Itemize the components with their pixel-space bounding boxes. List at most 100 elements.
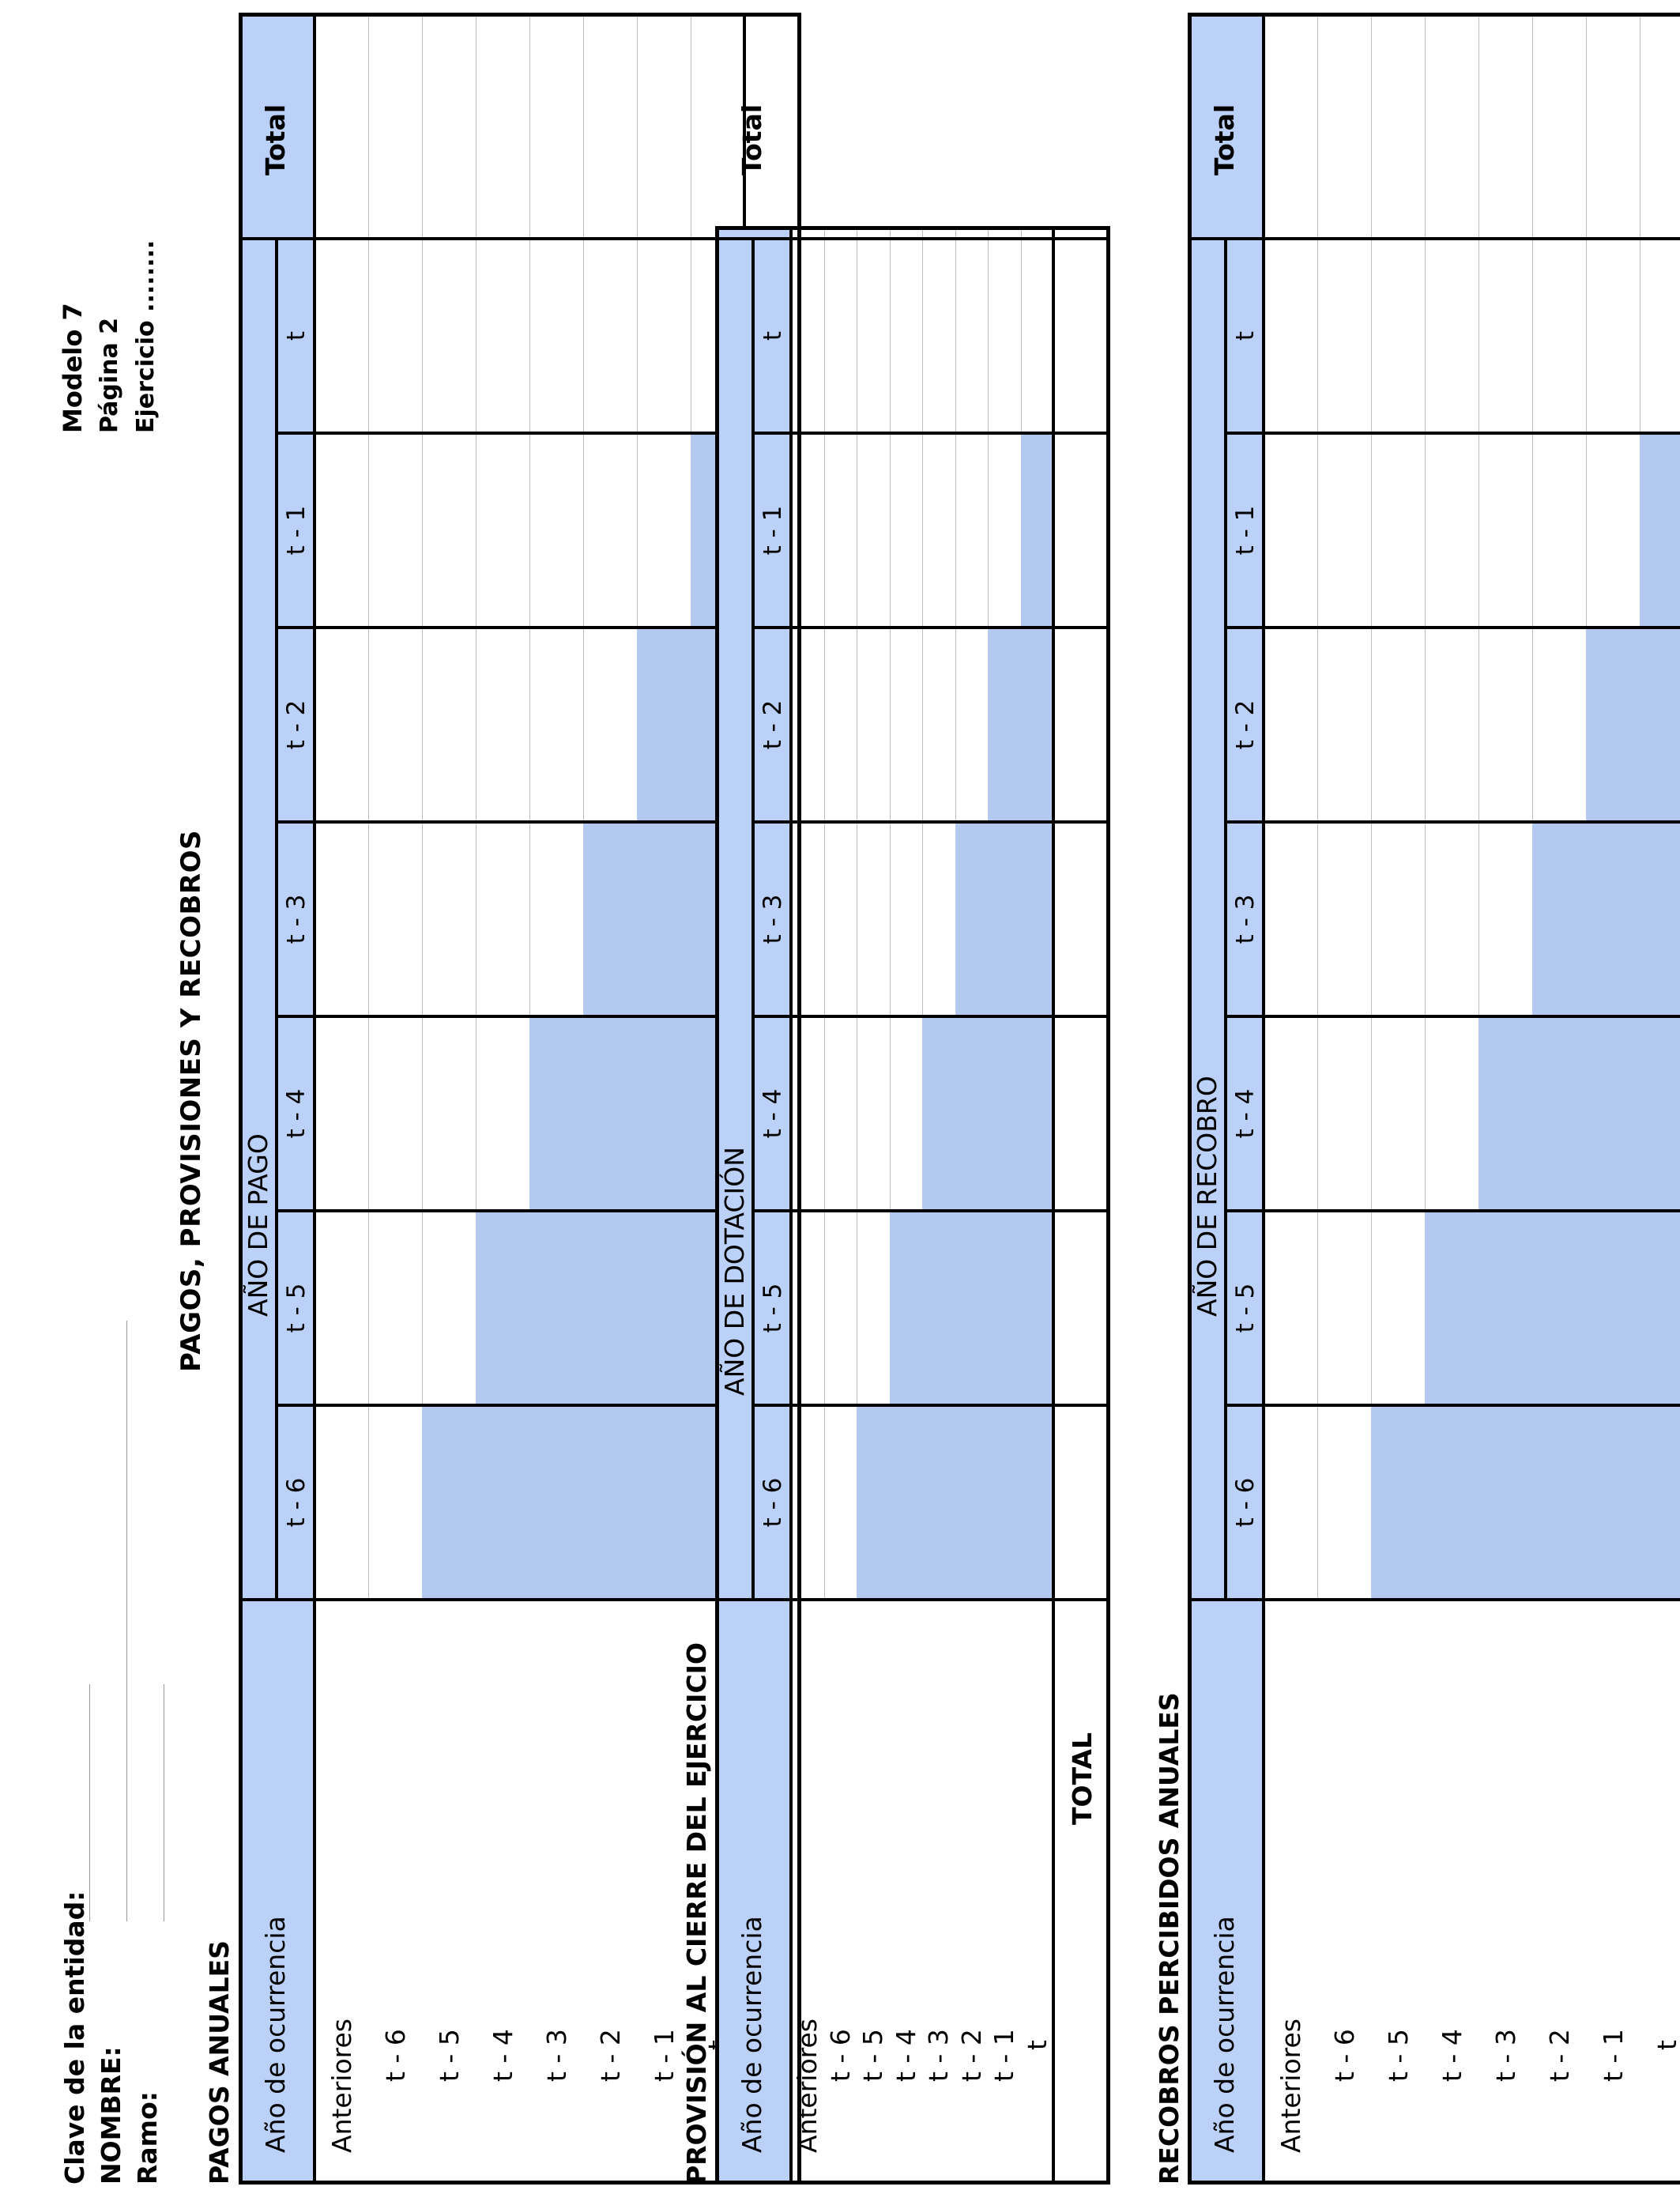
value-cell[interactable] bbox=[923, 630, 955, 820]
value-cell[interactable] bbox=[989, 228, 1020, 236]
value-cell[interactable] bbox=[792, 1408, 823, 1597]
value-cell[interactable] bbox=[792, 241, 823, 431]
value-cell[interactable] bbox=[891, 630, 922, 820]
value-cell[interactable] bbox=[1372, 630, 1424, 820]
total-cell[interactable] bbox=[1056, 1213, 1106, 1403]
value-cell[interactable] bbox=[956, 241, 988, 431]
value-cell[interactable] bbox=[792, 228, 823, 236]
value-cell[interactable] bbox=[989, 241, 1020, 431]
value-cell[interactable] bbox=[792, 435, 823, 625]
value-cell[interactable] bbox=[923, 241, 955, 431]
value-cell[interactable] bbox=[1318, 1213, 1370, 1403]
value-cell[interactable] bbox=[1372, 435, 1424, 625]
value-cell[interactable] bbox=[369, 1408, 421, 1597]
value-cell[interactable] bbox=[1264, 1408, 1317, 1597]
value-cell[interactable] bbox=[1426, 435, 1478, 625]
value-cell[interactable] bbox=[369, 1213, 421, 1403]
value-cell[interactable] bbox=[369, 630, 421, 820]
total-cell[interactable] bbox=[1056, 824, 1106, 1014]
nombre-field[interactable] bbox=[126, 1321, 127, 1921]
value-cell[interactable] bbox=[315, 1408, 367, 1597]
value-cell[interactable] bbox=[1318, 824, 1370, 1014]
value-cell[interactable] bbox=[1318, 241, 1370, 431]
value-cell[interactable] bbox=[584, 435, 636, 625]
value-cell[interactable] bbox=[825, 630, 857, 820]
value-cell[interactable] bbox=[477, 630, 529, 820]
total-cell[interactable] bbox=[1056, 241, 1106, 431]
value-cell[interactable] bbox=[1426, 824, 1478, 1014]
value-cell[interactable] bbox=[584, 241, 636, 431]
value-cell[interactable] bbox=[989, 435, 1020, 625]
value-cell[interactable] bbox=[477, 824, 529, 1014]
value-cell[interactable] bbox=[825, 824, 857, 1014]
value-cell[interactable] bbox=[956, 630, 988, 820]
total-cell[interactable] bbox=[1056, 630, 1106, 820]
value-cell[interactable] bbox=[423, 1213, 475, 1403]
value-cell[interactable] bbox=[1318, 15, 1370, 236]
value-cell[interactable] bbox=[530, 630, 582, 820]
value-cell[interactable] bbox=[1372, 1213, 1424, 1403]
value-cell[interactable] bbox=[1533, 630, 1585, 820]
value-cell[interactable] bbox=[1318, 1019, 1370, 1208]
value-cell[interactable] bbox=[315, 1213, 367, 1403]
value-cell[interactable] bbox=[1533, 15, 1585, 236]
value-cell[interactable] bbox=[315, 241, 367, 431]
value-cell[interactable] bbox=[1318, 630, 1370, 820]
value-cell[interactable] bbox=[857, 824, 889, 1014]
value-cell[interactable] bbox=[530, 435, 582, 625]
value-cell[interactable] bbox=[315, 435, 367, 625]
value-cell[interactable] bbox=[1372, 1019, 1424, 1208]
value-cell[interactable] bbox=[792, 630, 823, 820]
value-cell[interactable] bbox=[423, 824, 475, 1014]
value-cell[interactable] bbox=[1372, 824, 1424, 1014]
value-cell[interactable] bbox=[638, 15, 690, 236]
value-cell[interactable] bbox=[423, 15, 475, 236]
value-cell[interactable] bbox=[1318, 1408, 1370, 1597]
value-cell[interactable] bbox=[1022, 241, 1053, 431]
clave-field[interactable] bbox=[89, 1684, 90, 1921]
value-cell[interactable] bbox=[1372, 241, 1424, 431]
value-cell[interactable] bbox=[369, 435, 421, 625]
value-cell[interactable] bbox=[638, 435, 690, 625]
value-cell[interactable] bbox=[530, 241, 582, 431]
value-cell[interactable] bbox=[1479, 824, 1531, 1014]
value-cell[interactable] bbox=[1479, 435, 1531, 625]
value-cell[interactable] bbox=[923, 435, 955, 625]
value-cell[interactable] bbox=[1264, 15, 1317, 236]
value-cell[interactable] bbox=[1479, 15, 1531, 236]
value-cell[interactable] bbox=[1264, 824, 1317, 1014]
value-cell[interactable] bbox=[530, 824, 582, 1014]
value-cell[interactable] bbox=[423, 1019, 475, 1208]
value-cell[interactable] bbox=[792, 1213, 823, 1403]
value-cell[interactable] bbox=[369, 241, 421, 431]
value-cell[interactable] bbox=[315, 824, 367, 1014]
value-cell[interactable] bbox=[857, 435, 889, 625]
value-cell[interactable] bbox=[1426, 15, 1478, 236]
value-cell[interactable] bbox=[369, 15, 421, 236]
value-cell[interactable] bbox=[477, 241, 529, 431]
value-cell[interactable] bbox=[584, 15, 636, 236]
value-cell[interactable] bbox=[584, 630, 636, 820]
value-cell[interactable] bbox=[1479, 630, 1531, 820]
value-cell[interactable] bbox=[423, 435, 475, 625]
value-cell[interactable] bbox=[1318, 435, 1370, 625]
total-cell[interactable] bbox=[1056, 435, 1106, 625]
value-cell[interactable] bbox=[530, 15, 582, 236]
value-cell[interactable] bbox=[1372, 15, 1424, 236]
value-cell[interactable] bbox=[423, 241, 475, 431]
value-cell[interactable] bbox=[1587, 435, 1639, 625]
value-cell[interactable] bbox=[891, 824, 922, 1014]
value-cell[interactable] bbox=[857, 241, 889, 431]
value-cell[interactable] bbox=[825, 228, 857, 236]
value-cell[interactable] bbox=[1264, 241, 1317, 431]
value-cell[interactable] bbox=[891, 241, 922, 431]
value-cell[interactable] bbox=[825, 1213, 857, 1403]
value-cell[interactable] bbox=[423, 630, 475, 820]
value-cell[interactable] bbox=[1479, 241, 1531, 431]
value-cell[interactable] bbox=[1587, 241, 1639, 431]
value-cell[interactable] bbox=[792, 824, 823, 1014]
value-cell[interactable] bbox=[857, 228, 889, 236]
value-cell[interactable] bbox=[825, 435, 857, 625]
value-cell[interactable] bbox=[1426, 630, 1478, 820]
total-cell[interactable] bbox=[1056, 1019, 1106, 1208]
